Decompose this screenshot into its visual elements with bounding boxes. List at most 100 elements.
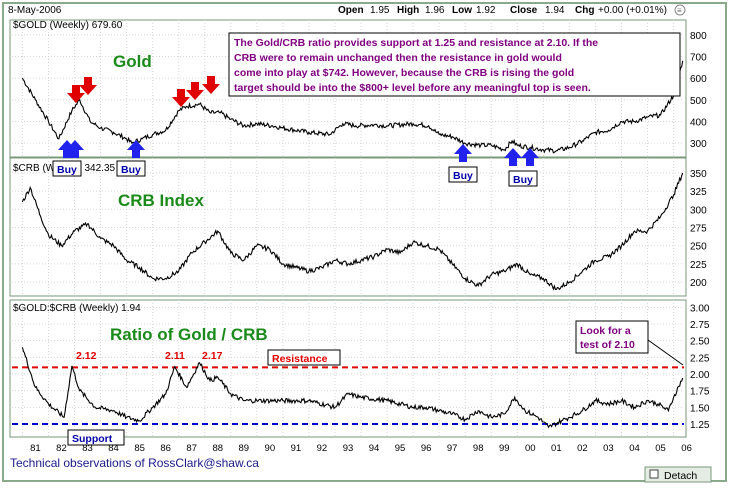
y-tick-label: 1.25 <box>690 420 710 431</box>
x-tick-label: 04 <box>629 443 640 454</box>
down-arrow-icon <box>79 77 97 95</box>
x-tick-label: 98 <box>473 443 484 454</box>
x-tick-label: 81 <box>30 443 41 454</box>
header-close-value: 1.94 <box>545 5 565 16</box>
up-arrow-icon <box>127 140 145 158</box>
outer-border <box>2 2 727 482</box>
annotation-line-1: The Gold/CRB ratio provides support at 1… <box>234 37 598 49</box>
y-tick-label: 300 <box>690 205 707 216</box>
footer-credit: Technical observations of RossClark@shaw… <box>10 456 259 470</box>
x-tick-label: 03 <box>603 443 614 454</box>
x-tick-label: 82 <box>56 443 67 454</box>
svg-text:Look for a: Look for a <box>580 325 631 337</box>
x-tick-label: 06 <box>681 443 692 454</box>
peak-label-1: 2.12 <box>76 350 97 362</box>
y-tick-label: 400 <box>690 118 707 129</box>
series-line-2 <box>21 172 684 291</box>
x-tick-label: 93 <box>343 443 354 454</box>
ratio-title: Ratio of Gold / CRB <box>110 325 268 344</box>
y-tick-label: 325 <box>690 187 707 198</box>
x-tick-label: 85 <box>134 443 145 454</box>
callout-pointer <box>647 339 684 366</box>
header-open-value: 1.95 <box>370 5 390 16</box>
header-low-label: Low <box>452 5 472 16</box>
x-tick-label: 92 <box>317 443 328 454</box>
header-open-label: Open <box>338 5 364 16</box>
x-tick-label: 05 <box>655 443 666 454</box>
detach-label: Detach <box>664 470 697 482</box>
y-tick-label: 200 <box>690 278 707 289</box>
y-tick-label: 800 <box>690 31 707 42</box>
x-tick-label: 95 <box>395 443 406 454</box>
axis-labels: 300 400 500 600 700 800 200 225 250 275 300 325 350 1… <box>30 31 710 454</box>
svg-text:Buy: Buy <box>57 164 77 176</box>
y-tick-label: 2.25 <box>690 353 710 364</box>
down-arrow-icon <box>67 85 85 103</box>
y-tick-label: 350 <box>690 169 707 180</box>
resistance-label: Resistance <box>267 349 341 366</box>
y-tick-label: 700 <box>690 53 707 64</box>
crb-title: CRB Index <box>118 191 205 210</box>
header-chg-value: +0.00 (+0.01%) <box>598 5 667 16</box>
buy-arrows <box>58 140 539 166</box>
x-tick-label: 90 <box>265 443 276 454</box>
y-tick-label: 300 <box>690 139 707 150</box>
svg-text:Support: Support <box>72 433 113 445</box>
series-lines <box>21 60 684 429</box>
series-line-1 <box>21 60 684 154</box>
buy-label-2: Buy <box>116 160 146 177</box>
x-tick-label: 87 <box>186 443 197 454</box>
y-tick-label: 600 <box>690 74 707 85</box>
support-label: Support <box>67 429 125 446</box>
x-tick-label: 99 <box>499 443 510 454</box>
down-arrow-icon <box>186 82 204 100</box>
series-line-3 <box>21 347 684 429</box>
x-tick-label: 89 <box>239 443 250 454</box>
gold-title: Gold <box>113 52 152 71</box>
header-menu-icon[interactable]: ≡ <box>674 4 686 16</box>
y-tick-label: 500 <box>690 96 707 107</box>
gold-series-label: $GOLD (Weekly) 679.60 <box>13 20 123 31</box>
x-tick-label: 88 <box>212 443 223 454</box>
header-high-label: High <box>397 5 419 16</box>
x-tick-label: 00 <box>525 443 536 454</box>
x-tick-label: 97 <box>447 443 458 454</box>
down-arrow-icon <box>202 76 220 94</box>
y-tick-label: 2.50 <box>690 337 710 348</box>
buy-label-4: Buy <box>508 170 538 187</box>
y-tick-label: 1.50 <box>690 403 710 414</box>
svg-text:Buy: Buy <box>453 170 473 182</box>
y-tick-label: 2.75 <box>690 320 710 331</box>
look-for-test-callout: Look for a test of 2.10 <box>575 320 684 366</box>
header-close-label: Close <box>510 5 538 16</box>
buy-label-3: Buy <box>448 166 478 183</box>
ratio-series-label: $GOLD:$CRB (Weekly) 1.94 <box>13 303 141 314</box>
svg-text:Resistance: Resistance <box>272 353 328 365</box>
buy-label-1: Buy <box>52 160 82 177</box>
x-tick-label: 01 <box>551 443 562 454</box>
up-arrow-icon <box>454 144 472 162</box>
svg-text:Buy: Buy <box>513 174 533 186</box>
sell-arrows <box>67 76 220 107</box>
peak-label-3: 2.17 <box>202 350 223 362</box>
y-tick-label: 250 <box>690 242 707 253</box>
y-tick-label: 275 <box>690 224 707 235</box>
down-arrow-icon <box>172 89 190 107</box>
header-high-value: 1.96 <box>425 5 445 16</box>
detach-icon <box>649 469 659 479</box>
header-chg-label: Chg <box>575 5 594 16</box>
peak-label-2: 2.11 <box>165 350 185 362</box>
y-tick-label: 1.75 <box>690 387 710 398</box>
x-tick-label: 86 <box>160 443 171 454</box>
detach-button[interactable]: Detach <box>644 466 712 483</box>
x-tick-label: 96 <box>421 443 432 454</box>
y-tick-label: 225 <box>690 260 707 271</box>
up-arrow-icon <box>504 148 522 166</box>
annotation-line-3: come into play at $742. However, because… <box>234 67 574 79</box>
up-arrow-icon <box>66 140 84 158</box>
annotation-line-2: CRB were to remain unchanged then the re… <box>234 52 562 64</box>
annotation-line-4: target should be into the $800+ level be… <box>234 82 591 94</box>
x-tick-label: 94 <box>369 443 380 454</box>
x-tick-label: 91 <box>291 443 302 454</box>
